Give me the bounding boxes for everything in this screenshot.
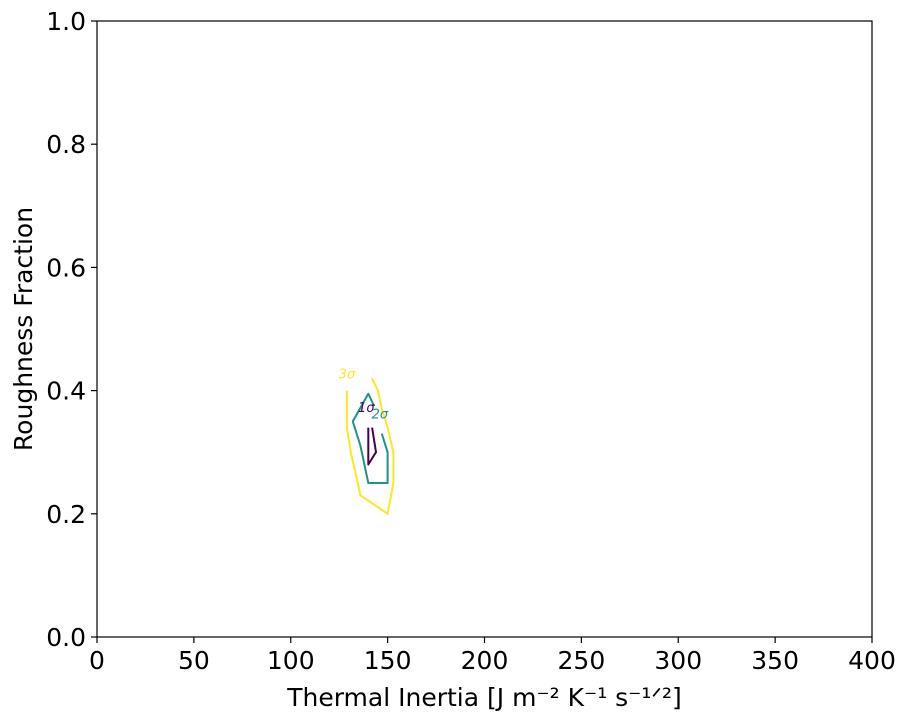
x-tick-label: 150	[364, 646, 412, 675]
y-axis-label: Roughness Fraction	[9, 207, 38, 451]
y-tick-label: 0.0	[46, 623, 86, 652]
x-tick-label: 400	[848, 646, 896, 675]
y-tick-label: 0.8	[46, 130, 86, 159]
x-tick-label: 200	[461, 646, 509, 675]
contour-label: 1σ	[358, 401, 375, 416]
x-tick-label: 0	[89, 646, 105, 675]
x-axis-label: Thermal Inertia [J m⁻² K⁻¹ s⁻¹ᐟ²]	[286, 683, 682, 712]
x-tick-label: 100	[267, 646, 315, 675]
x-axis-ticks: 0 50 100 150 200 250 300 350 400	[89, 637, 896, 675]
contour-line	[367, 427, 377, 466]
contour-label: 3σ	[339, 367, 356, 382]
x-tick-label: 250	[558, 646, 606, 675]
y-axis-ticks: 0.0 0.2 0.4 0.6 0.8 1.0	[46, 7, 97, 652]
x-tick-label: 300	[654, 646, 702, 675]
contour-lines	[345, 377, 395, 515]
contour-label: 2σ	[372, 407, 389, 422]
y-tick-label: 0.4	[46, 377, 86, 406]
x-tick-label: 50	[178, 646, 210, 675]
plot-background	[97, 21, 872, 637]
y-tick-label: 0.6	[46, 253, 86, 282]
contour-line	[351, 392, 389, 484]
x-tick-label: 350	[751, 646, 799, 675]
y-tick-label: 1.0	[46, 7, 86, 36]
y-tick-label: 0.2	[46, 500, 86, 529]
contour-line	[345, 377, 395, 515]
